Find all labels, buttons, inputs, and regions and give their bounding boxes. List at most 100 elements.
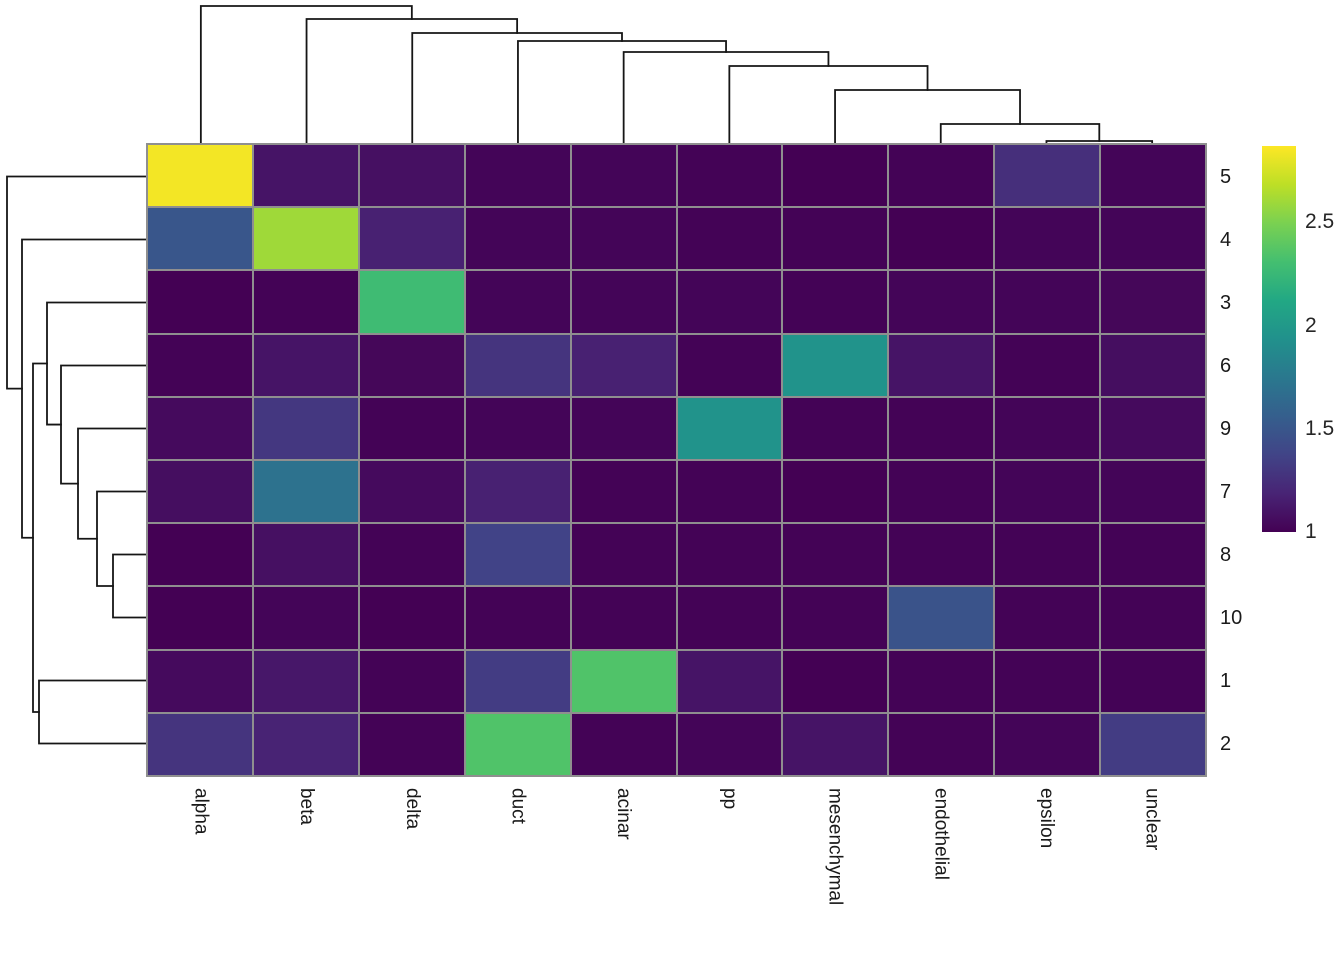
heatmap-cell-5-mesenchymal xyxy=(783,145,888,207)
heatmap-cell-6-acinar xyxy=(571,334,676,396)
heatmap-cell-1-epsilon xyxy=(995,650,1100,712)
heatmap-cell-10-endothelial xyxy=(889,587,994,649)
heatmap-cell-2-unclear xyxy=(1101,713,1205,775)
heatmap-cell-8-acinar xyxy=(571,524,676,586)
heatmap-cell-10-acinar xyxy=(571,587,676,649)
heatmap-cell-7-duct xyxy=(465,461,570,523)
heatmap-cell-4-pp xyxy=(677,208,782,270)
heatmap-cell-2-epsilon xyxy=(995,713,1100,775)
heatmap-cell-4-epsilon xyxy=(995,208,1100,270)
heatmap-cell-7-unclear xyxy=(1101,461,1205,523)
heatmap-cell-2-mesenchymal xyxy=(783,713,888,775)
heatmap-cell-1-beta xyxy=(253,650,358,712)
heatmap-cell-7-alpha xyxy=(148,461,252,523)
heatmap-cell-5-delta xyxy=(359,145,464,207)
heatmap-cell-9-endothelial xyxy=(889,397,994,459)
heatmap-cell-5-acinar xyxy=(571,145,676,207)
heatmap-cell-9-acinar xyxy=(571,397,676,459)
row-label-9: 9 xyxy=(1220,417,1232,440)
heatmap-cell-6-delta xyxy=(359,334,464,396)
dendrogram-branch xyxy=(939,123,1101,146)
column-label-acinar: acinar xyxy=(613,788,635,840)
heatmap-cell-8-duct xyxy=(465,524,570,586)
heatmap-cell-3-delta xyxy=(359,271,464,333)
heatmap-cell-9-alpha xyxy=(148,397,252,459)
heatmap-cell-9-epsilon xyxy=(995,397,1100,459)
heatmap-cell-3-endothelial xyxy=(889,271,994,333)
dendrogram-branch xyxy=(305,18,519,146)
heatmap-cell-8-epsilon xyxy=(995,524,1100,586)
heatmap-cell-8-delta xyxy=(359,524,464,586)
heatmap-cell-2-beta xyxy=(253,713,358,775)
heatmap-cell-10-unclear xyxy=(1101,587,1205,649)
column-label-alpha: alpha xyxy=(190,788,212,835)
dendrogram-branch xyxy=(46,301,149,426)
heatmap-cell-10-alpha xyxy=(148,587,252,649)
heatmap-cell-1-endothelial xyxy=(889,650,994,712)
heatmap-cell-6-endothelial xyxy=(889,334,994,396)
column-label-pp: pp xyxy=(718,788,740,810)
heatmap-cell-5-duct xyxy=(465,145,570,207)
heatmap-cell-3-pp xyxy=(677,271,782,333)
row-label-5: 5 xyxy=(1220,165,1232,188)
heatmap-cell-7-endothelial xyxy=(889,461,994,523)
heatmap-cell-1-unclear xyxy=(1101,650,1205,712)
heatmap-cell-3-unclear xyxy=(1101,271,1205,333)
heatmap-cell-3-alpha xyxy=(148,271,252,333)
column-label-delta: delta xyxy=(401,788,423,830)
dendrogram-branch xyxy=(96,490,149,587)
heatmap-cell-7-epsilon xyxy=(995,461,1100,523)
colorbar-tick-2: 2 xyxy=(1305,313,1317,337)
heatmap-cell-10-delta xyxy=(359,587,464,649)
heatmap-cell-3-beta xyxy=(253,271,358,333)
heatmap-cell-3-acinar xyxy=(571,271,676,333)
heatmap-cell-4-delta xyxy=(359,208,464,270)
dendrogram-branch xyxy=(622,51,830,146)
heatmap-cell-4-beta xyxy=(253,208,358,270)
heatmap-cell-2-pp xyxy=(677,713,782,775)
heatmap-cell-9-duct xyxy=(465,397,570,459)
heatmap-cell-5-alpha xyxy=(148,145,252,207)
heatmap-cell-7-pp xyxy=(677,461,782,523)
dendrogram-branch xyxy=(411,32,623,146)
row-label-6: 6 xyxy=(1220,354,1232,377)
heatmap-cell-2-endothelial xyxy=(889,713,994,775)
heatmap-cell-6-mesenchymal xyxy=(783,334,888,396)
heatmap-cell-5-endothelial xyxy=(889,145,994,207)
heatmap-cell-5-unclear xyxy=(1101,145,1205,207)
heatmap-cell-1-duct xyxy=(465,650,570,712)
heatmap-cell-9-delta xyxy=(359,397,464,459)
column-dendrogram xyxy=(199,5,1154,146)
row-label-4: 4 xyxy=(1220,228,1232,251)
heatmap-cell-8-beta xyxy=(253,524,358,586)
heatmap-cell-5-epsilon xyxy=(995,145,1100,207)
dendrogram-branch xyxy=(834,89,1021,146)
dendrogram-branch xyxy=(199,5,413,146)
row-dendrogram xyxy=(6,175,149,745)
column-label-beta: beta xyxy=(296,788,318,825)
heatmap-cell-4-mesenchymal xyxy=(783,208,888,270)
row-label-8: 8 xyxy=(1220,543,1232,566)
row-label-2: 2 xyxy=(1220,732,1232,755)
heatmap-cell-1-alpha xyxy=(148,650,252,712)
column-label-duct: duct xyxy=(507,788,529,824)
row-label-1: 1 xyxy=(1220,669,1232,692)
heatmap-cell-1-pp xyxy=(677,650,782,712)
dendrogram-branch xyxy=(60,364,149,485)
heatmap-cell-6-epsilon xyxy=(995,334,1100,396)
heatmap-cell-8-mesenchymal xyxy=(783,524,888,586)
heatmap-cell-10-beta xyxy=(253,587,358,649)
column-label-endothelial: endothelial xyxy=(930,788,952,880)
row-label-7: 7 xyxy=(1220,480,1232,503)
dendrogram-branch xyxy=(112,553,149,619)
heatmap-cell-4-duct xyxy=(465,208,570,270)
heatmap-cell-1-mesenchymal xyxy=(783,650,888,712)
heatmap-cell-8-endothelial xyxy=(889,524,994,586)
heatmap-cell-5-pp xyxy=(677,145,782,207)
heatmap-cell-8-unclear xyxy=(1101,524,1205,586)
heatmap-cell-6-beta xyxy=(253,334,358,396)
heatmap-cell-8-alpha xyxy=(148,524,252,586)
heatmap-cell-8-pp xyxy=(677,524,782,586)
colorbar-gradient xyxy=(1262,146,1296,532)
